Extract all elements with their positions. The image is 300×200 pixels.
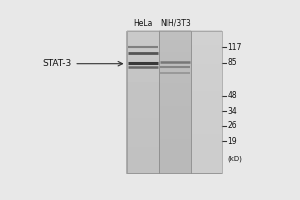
Text: 48: 48 xyxy=(228,91,237,100)
Text: NIH/3T3: NIH/3T3 xyxy=(160,19,190,28)
Bar xyxy=(159,31,191,173)
Text: 19: 19 xyxy=(228,137,237,146)
Bar xyxy=(191,31,222,173)
Text: HeLa: HeLa xyxy=(134,19,153,28)
Bar xyxy=(126,31,221,173)
Text: 34: 34 xyxy=(228,107,237,116)
Bar xyxy=(127,31,159,173)
Text: 85: 85 xyxy=(228,58,237,67)
Text: (kD): (kD) xyxy=(228,155,243,162)
Text: STAT-3: STAT-3 xyxy=(42,59,122,68)
Text: 117: 117 xyxy=(228,43,242,52)
Text: 26: 26 xyxy=(228,121,237,130)
